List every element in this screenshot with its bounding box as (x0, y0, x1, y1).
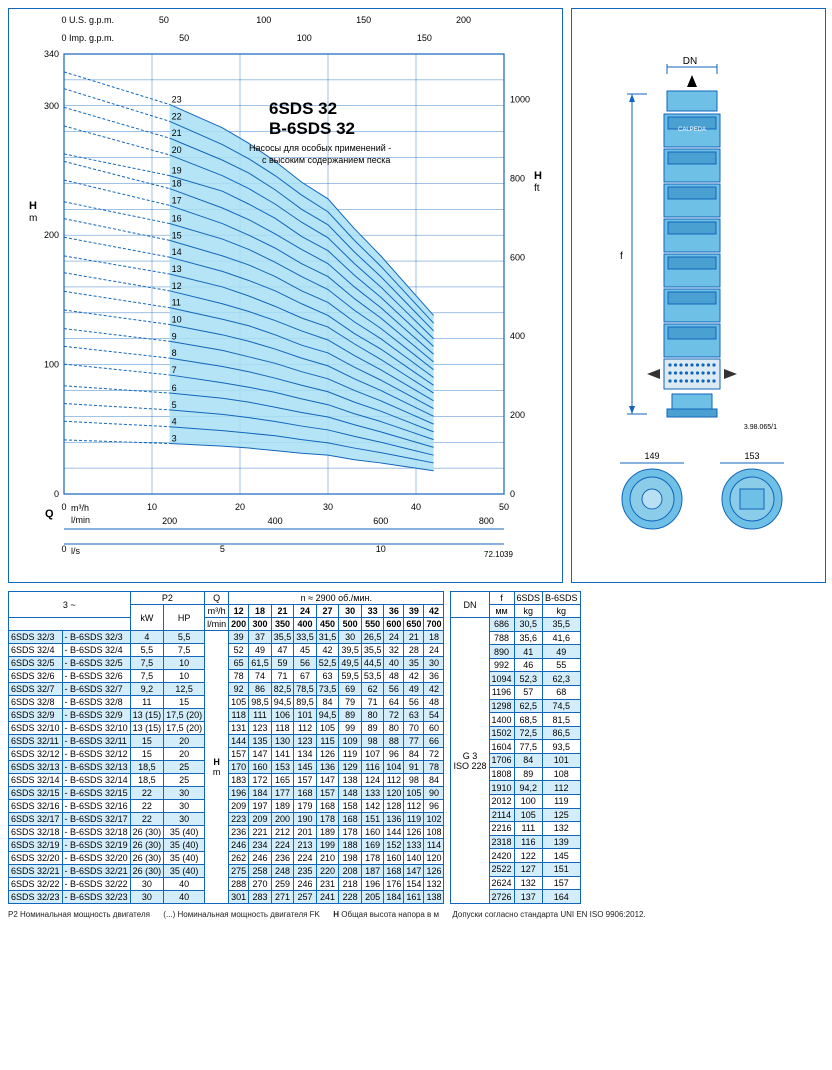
svg-text:0: 0 (61, 33, 66, 43)
svg-text:4: 4 (172, 417, 177, 427)
svg-text:40: 40 (411, 502, 421, 512)
svg-text:50: 50 (179, 33, 189, 43)
svg-text:340: 340 (44, 49, 59, 59)
svg-text:0: 0 (61, 15, 66, 25)
svg-text:19: 19 (172, 166, 182, 176)
svg-text:600: 600 (510, 252, 525, 262)
svg-text:6: 6 (172, 383, 177, 393)
performance-chart: U.S. g.p.m. Imp. g.p.m. 050100150200 050… (8, 8, 563, 583)
svg-text:m: m (29, 213, 37, 224)
svg-text:16: 16 (172, 214, 182, 224)
svg-text:5: 5 (172, 400, 177, 410)
svg-text:200: 200 (44, 230, 59, 240)
svg-text:0: 0 (61, 502, 66, 512)
imp-gpm-label: Imp. g.p.m. (69, 33, 114, 43)
us-gpm-label: U.S. g.p.m. (69, 15, 114, 25)
svg-text:1000: 1000 (510, 95, 530, 105)
svg-text:0: 0 (510, 489, 515, 499)
svg-text:17: 17 (172, 195, 182, 205)
svg-text:0: 0 (54, 489, 59, 499)
svg-text:149: 149 (644, 451, 659, 461)
svg-text:153: 153 (744, 451, 759, 461)
svg-text:f: f (620, 251, 623, 262)
svg-text:Насосы для особых применений -: Насосы для особых применений - (249, 143, 391, 153)
svg-text:400: 400 (510, 331, 525, 341)
svg-text:20: 20 (172, 145, 182, 155)
footnote-h: Общая высота напора в м (341, 910, 439, 919)
svg-text:6SDS 32: 6SDS 32 (269, 99, 337, 118)
svg-text:DN: DN (683, 56, 697, 67)
svg-text:13: 13 (172, 264, 182, 274)
svg-text:800: 800 (510, 173, 525, 183)
svg-text:10: 10 (376, 544, 386, 554)
svg-text:50: 50 (159, 15, 169, 25)
svg-text:400: 400 (268, 516, 283, 526)
svg-text:7: 7 (172, 365, 177, 375)
svg-text:0: 0 (61, 544, 66, 554)
svg-text:m³/h: m³/h (71, 503, 89, 513)
svg-text:21: 21 (172, 128, 182, 138)
svg-text:ft: ft (534, 183, 540, 194)
svg-text:15: 15 (172, 230, 182, 240)
svg-text:3.98.065/1: 3.98.065/1 (744, 424, 777, 431)
svg-text:100: 100 (44, 360, 59, 370)
svg-text:H: H (534, 170, 542, 182)
dimensions-table: DN f 6SDS B-6SDS мм kg kg G 3 ISO 228686… (450, 591, 580, 904)
svg-text:10: 10 (172, 314, 182, 324)
svg-text:8: 8 (172, 348, 177, 358)
svg-text:l/s: l/s (71, 546, 81, 556)
svg-text:Q: Q (45, 508, 54, 520)
svg-text:H: H (29, 200, 37, 212)
svg-text:600: 600 (373, 516, 388, 526)
svg-text:22: 22 (172, 111, 182, 121)
footnote: P2 Номинальная мощность двигателя (...) … (8, 910, 832, 919)
svg-text:20: 20 (235, 502, 245, 512)
svg-text:200: 200 (162, 516, 177, 526)
q-col: 12 (229, 605, 249, 618)
svg-text:150: 150 (417, 33, 432, 43)
pump-diagram: DN CALPEDA f 3.98.06 (571, 8, 826, 583)
svg-text:50: 50 (499, 502, 509, 512)
svg-text:30: 30 (323, 502, 333, 512)
svg-text:с высоким содержанием песка: с высоким содержанием песка (262, 155, 390, 165)
svg-text:300: 300 (44, 101, 59, 111)
svg-text:B-6SDS 32: B-6SDS 32 (269, 119, 355, 138)
svg-text:10: 10 (147, 502, 157, 512)
svg-text:14: 14 (172, 247, 182, 257)
svg-text:23: 23 (172, 94, 182, 104)
svg-text:11: 11 (172, 298, 181, 308)
svg-text:800: 800 (479, 516, 494, 526)
svg-text:5: 5 (220, 544, 225, 554)
svg-text:CALPEDA: CALPEDA (678, 127, 706, 133)
pump-outline (664, 91, 720, 389)
performance-table: 3 ~ P2 Q n ≈ 2900 об./мин. kW HP m³/h 12… (8, 591, 444, 904)
svg-text:100: 100 (297, 33, 312, 43)
svg-text:200: 200 (510, 410, 525, 420)
svg-text:18: 18 (172, 179, 182, 189)
svg-text:150: 150 (356, 15, 371, 25)
svg-text:3: 3 (172, 434, 177, 444)
svg-text:100: 100 (256, 15, 271, 25)
svg-text:72.1039: 72.1039 (484, 550, 513, 559)
svg-text:200: 200 (456, 15, 471, 25)
svg-text:l/min: l/min (71, 515, 90, 525)
svg-text:12: 12 (172, 281, 182, 291)
chart-svg: U.S. g.p.m. Imp. g.p.m. 050100150200 050… (9, 9, 564, 584)
svg-text:9: 9 (172, 331, 177, 341)
